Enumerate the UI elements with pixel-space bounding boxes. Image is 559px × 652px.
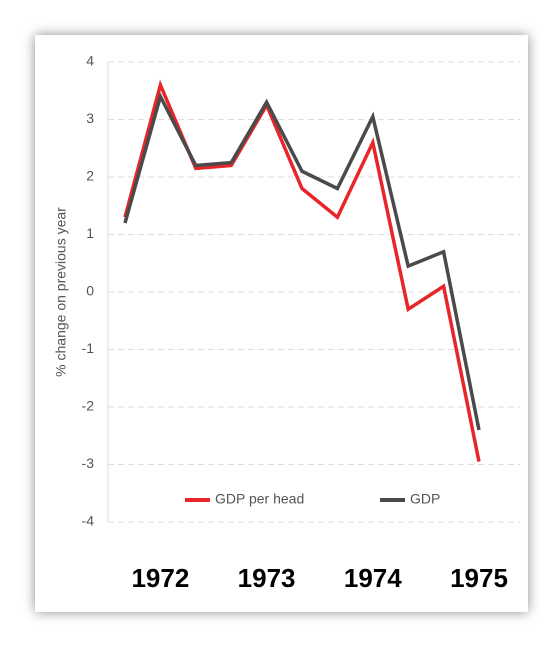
y-tick-label: -3 xyxy=(82,455,95,471)
x-tick-label: 1973 xyxy=(238,563,296,593)
y-tick-label: 1 xyxy=(86,225,94,241)
y-tick-label: 0 xyxy=(86,283,94,299)
y-tick-label: 2 xyxy=(86,168,94,184)
x-tick-label: 1974 xyxy=(344,563,402,593)
y-tick-label: -1 xyxy=(82,340,95,356)
y-tick-label: -2 xyxy=(82,398,95,414)
x-tick-label: 1972 xyxy=(131,563,189,593)
y-tick-label: -4 xyxy=(82,513,95,529)
legend-label: GDP per head xyxy=(215,491,304,507)
legend-label: GDP xyxy=(410,491,440,507)
x-tick-label: 1975 xyxy=(450,563,508,593)
y-axis-label: % change on previous year xyxy=(53,207,69,377)
card xyxy=(35,35,528,612)
y-tick-label: 3 xyxy=(86,110,94,126)
line-series xyxy=(123,91,481,431)
y-tick-label: 4 xyxy=(86,53,94,69)
